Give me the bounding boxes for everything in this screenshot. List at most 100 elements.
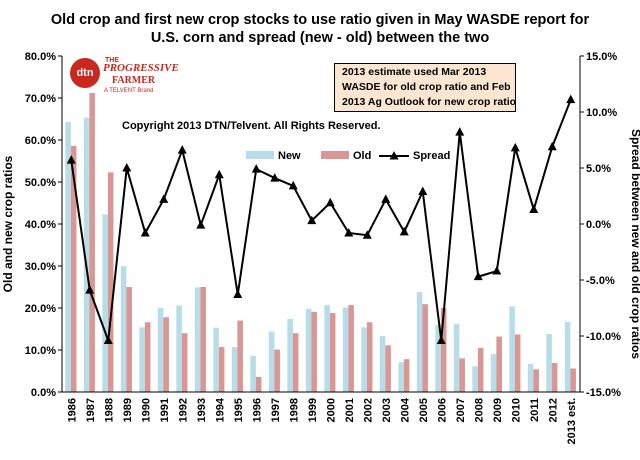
legend-swatch-old <box>321 151 349 159</box>
x-tick-label: 1997 <box>270 398 282 422</box>
right-tick-label: 0.0% <box>586 219 611 231</box>
left-tick-label: 60.0% <box>25 135 56 147</box>
left-tick-label: 0.0% <box>31 387 56 399</box>
spread-point-1988 <box>103 335 113 344</box>
x-tick-label: 1987 <box>85 398 97 422</box>
bar-old-1991 <box>163 317 169 392</box>
spread-point-1993 <box>196 220 206 229</box>
spread-point-2000 <box>325 197 335 207</box>
bar-old-2006 <box>440 308 447 392</box>
x-tick-label: 2013 est. <box>566 398 578 444</box>
bar-new-2000 <box>324 305 330 392</box>
bar-old-2010 <box>514 334 521 392</box>
copyright-notice: Copyright 2013 DTN/Telvent. All Rights R… <box>122 120 381 132</box>
progressive-farmer-logo: dtn THE PROGRESSIVE FARMER A TELVENT Bra… <box>68 54 179 100</box>
bar-new-2008 <box>472 366 478 392</box>
bar-new-2010 <box>509 306 515 392</box>
left-tick-label: 70.0% <box>25 93 56 105</box>
bar-new-1990 <box>139 327 145 392</box>
bar-new-1993 <box>194 287 201 392</box>
bar-new-2002 <box>361 327 367 392</box>
note-line-2: WASDE for old crop ratio and Feb <box>342 81 511 93</box>
bar-old-1989 <box>126 287 132 392</box>
x-tick-label: 1991 <box>159 398 171 422</box>
bar-new-2001 <box>342 307 349 392</box>
x-tick-label: 1988 <box>103 398 115 422</box>
bar-old-2004 <box>403 359 410 392</box>
logo-name-line-2: FARMER <box>112 75 156 86</box>
bar-new-1996 <box>250 355 256 392</box>
x-tick-label: 1998 <box>288 398 300 422</box>
x-tick-label: 1989 <box>122 398 134 422</box>
spread-point-1990 <box>140 227 150 237</box>
x-tick-label: 2006 <box>436 398 448 422</box>
spread-point-2011 <box>529 204 539 213</box>
spread-point-1986 <box>66 155 76 164</box>
right-tick-label: -10.0% <box>586 331 621 343</box>
spread-point-1996 <box>251 164 261 173</box>
bar-old-2002 <box>366 322 373 392</box>
bar-old-2000 <box>329 313 336 392</box>
bar-old-1998 <box>292 333 299 392</box>
spread-point-2007 <box>455 127 465 136</box>
bar-new-1989 <box>120 266 127 392</box>
x-tick-label: 2004 <box>399 397 411 422</box>
spread-point-1991 <box>159 194 169 203</box>
x-tick-label: 1995 <box>233 398 245 422</box>
bar-new-1988 <box>102 214 108 392</box>
bar-new-1997 <box>268 331 275 392</box>
bar-new-1998 <box>287 318 293 392</box>
bar-old-1995 <box>237 320 243 392</box>
x-tick-label: 2011 <box>529 398 541 422</box>
left-tick-label: 80.0% <box>25 51 56 63</box>
right-tick-label: 15.0% <box>586 51 617 63</box>
bar-old-2013est <box>570 368 576 392</box>
x-tick-label: 2000 <box>325 398 337 422</box>
x-tick-label: 2001 <box>344 398 356 422</box>
bar-new-2009 <box>490 354 497 392</box>
logo-name-line-1: PROGRESSIVE <box>103 62 179 74</box>
x-tick-label: 2009 <box>492 398 504 422</box>
x-tick-label: 1992 <box>177 398 189 422</box>
spread-point-2003 <box>381 194 391 203</box>
chart-title-line-1: Old crop and first new crop stocks to us… <box>50 12 590 28</box>
bar-new-1986 <box>65 121 71 392</box>
bar-old-1990 <box>144 322 151 392</box>
spread-point-1995 <box>233 289 243 299</box>
x-tick-label: 1993 <box>196 398 208 422</box>
spread-point-1992 <box>177 145 187 154</box>
spread-point-2001 <box>344 227 354 237</box>
spread-point-2005 <box>418 186 428 196</box>
spread-line <box>70 99 572 341</box>
bar-new-2013est <box>564 321 571 392</box>
bar-new-1999 <box>305 308 312 392</box>
x-tick-label: 1986 <box>66 398 78 422</box>
legend-label-new: New <box>278 150 301 162</box>
spread-point-1994 <box>214 169 224 179</box>
spread-point-2008 <box>473 271 483 281</box>
spread-point-1987 <box>85 285 95 294</box>
spread-point-2012 <box>547 141 557 151</box>
bar-new-2004 <box>398 362 404 392</box>
bar-old-2011 <box>533 369 539 392</box>
bar-new-2012 <box>546 334 552 392</box>
bar-new-1987 <box>83 117 90 393</box>
bar-old-2003 <box>385 345 391 392</box>
logo-brand-text: A TELVENT Brand <box>104 88 154 94</box>
bar-old-2009 <box>496 336 502 392</box>
x-tick-label: 2003 <box>381 398 393 422</box>
spread-point-2010 <box>510 142 520 152</box>
bar-old-1993 <box>200 287 206 392</box>
bar-old-1994 <box>218 347 225 392</box>
left-tick-label: 50.0% <box>25 177 56 189</box>
x-tick-label: 2007 <box>455 398 467 422</box>
left-axis-title: Old and new crop ratios <box>1 155 15 292</box>
x-tick-label: 1994 <box>214 397 226 422</box>
x-tick-label: 1999 <box>307 398 319 422</box>
bar-new-1994 <box>213 327 219 392</box>
bar-new-2011 <box>527 363 534 392</box>
x-tick-label: 2005 <box>418 398 430 422</box>
right-tick-label: -15.0% <box>586 387 621 399</box>
legend-marker-spread <box>389 151 399 160</box>
